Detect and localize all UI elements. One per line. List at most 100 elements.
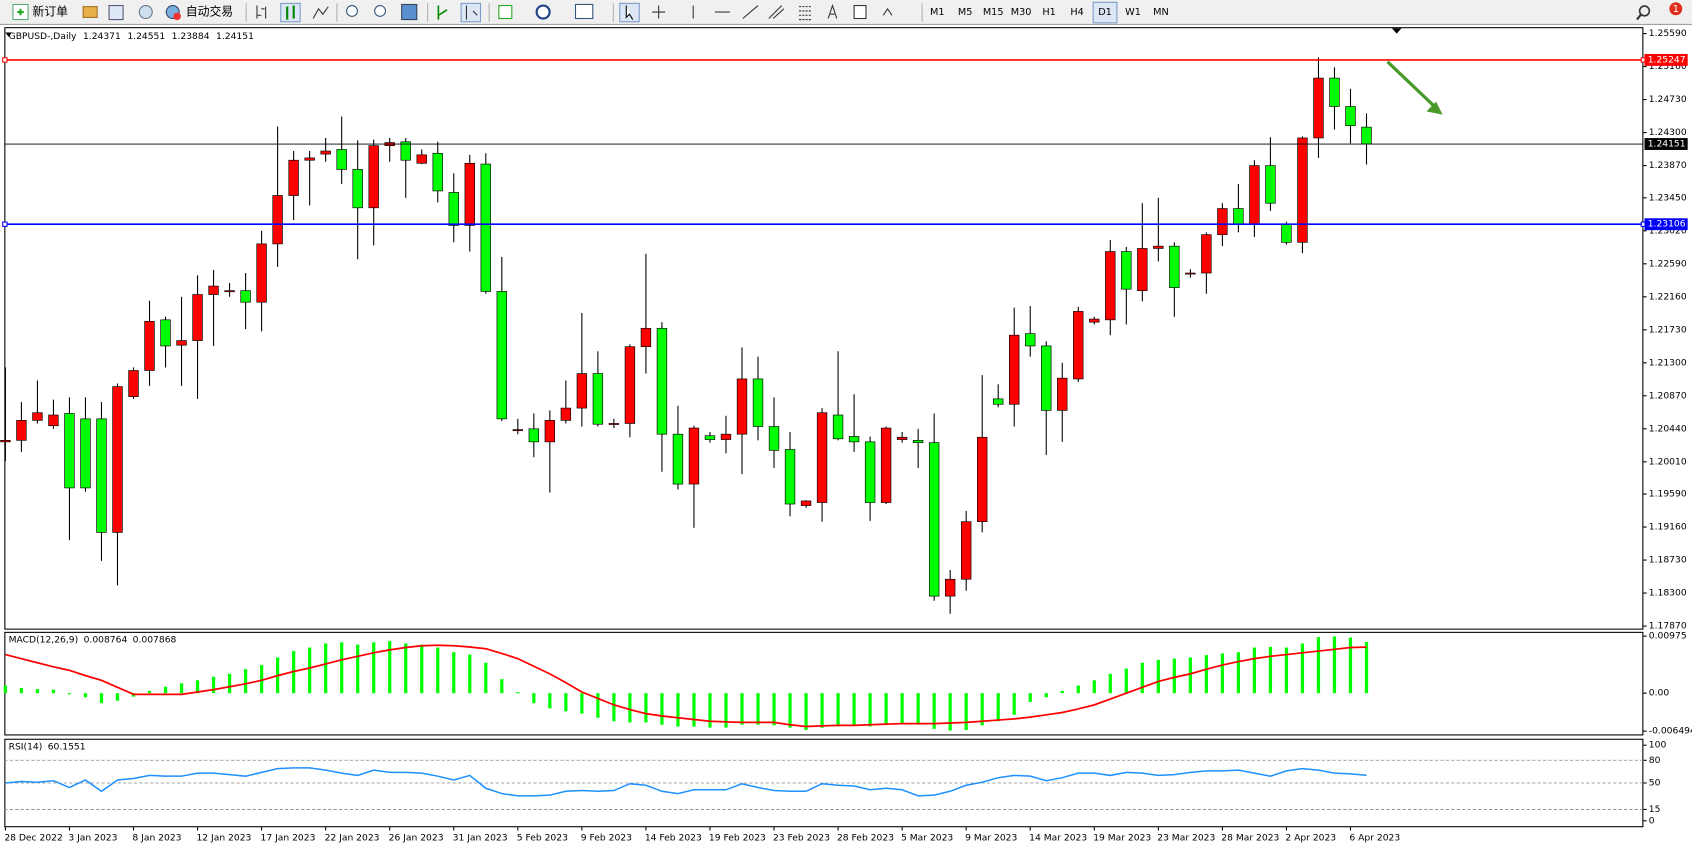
channel-button[interactable] xyxy=(768,5,785,19)
macd-bar xyxy=(1156,659,1160,694)
chart-shift-button[interactable] xyxy=(460,2,482,23)
candle-body xyxy=(1345,106,1356,127)
macd-bar xyxy=(756,693,760,725)
x-tick-label: 2 Apr 2023 xyxy=(1285,833,1336,844)
macd-bar xyxy=(820,693,824,728)
candle-body xyxy=(448,192,459,226)
timeframe-button[interactable]: M5 xyxy=(958,7,973,18)
y-tick-label: 0 xyxy=(1649,815,1655,826)
fibo-button[interactable] xyxy=(799,6,812,21)
y-tick-label: 0.00975 xyxy=(1649,631,1687,642)
candle-body xyxy=(977,436,988,523)
macd-bar xyxy=(1172,658,1176,694)
candle-body xyxy=(464,162,475,226)
crosshair-button[interactable] xyxy=(652,5,666,19)
timeframe-button[interactable]: D1 xyxy=(1098,7,1112,18)
macd-bar xyxy=(772,693,776,726)
notification-badge[interactable] xyxy=(1669,2,1683,16)
macd-bar xyxy=(852,693,856,726)
x-tick-label: 31 Jan 2023 xyxy=(453,833,508,844)
macd-bar xyxy=(1044,693,1048,698)
y-tick-label: 1.17870 xyxy=(1649,621,1687,632)
x-tick-label: 3 Jan 2023 xyxy=(68,833,117,844)
zoom-in-button[interactable] xyxy=(346,5,358,17)
y-tick-label: 1.23870 xyxy=(1649,160,1687,171)
candle-body xyxy=(48,414,59,427)
timeframe-button[interactable]: M15 xyxy=(983,7,1004,18)
candle-body xyxy=(1265,165,1276,204)
toolbar-icon[interactable] xyxy=(82,6,98,18)
candle-body xyxy=(272,195,283,245)
macd-bar xyxy=(1108,673,1112,694)
timeframe-button[interactable]: W1 xyxy=(1125,7,1141,18)
candle-chart-button[interactable] xyxy=(280,2,301,23)
macd-bar xyxy=(227,673,232,694)
y-tick-label: 1.18300 xyxy=(1649,588,1687,599)
text-button[interactable] xyxy=(827,3,838,19)
symbol-title: GBPUSD-,Daily xyxy=(9,30,77,41)
indicators-button[interactable] xyxy=(498,5,513,20)
y-tick-label: 1.20440 xyxy=(1649,423,1687,434)
candle-body xyxy=(240,290,251,303)
timeframe-button[interactable]: H1 xyxy=(1042,7,1055,18)
x-tick-label: 23 Feb 2023 xyxy=(773,833,830,844)
macd-bar xyxy=(324,643,328,694)
toolbar-icon[interactable] xyxy=(108,5,124,21)
line-chart-button[interactable] xyxy=(312,6,329,19)
macd-bar xyxy=(1124,668,1128,694)
macd-bar xyxy=(259,665,264,694)
shapes-button[interactable] xyxy=(882,7,893,16)
macd-bar xyxy=(964,693,968,731)
bar-chart-button[interactable] xyxy=(256,5,267,19)
candle-body xyxy=(544,420,556,443)
macd-bar xyxy=(1220,653,1225,694)
macd-bar xyxy=(1252,647,1257,694)
candle-glyph xyxy=(286,5,295,20)
x-tick-label: 9 Feb 2023 xyxy=(581,833,632,844)
zoom-out-button[interactable] xyxy=(374,5,387,17)
tile-button[interactable] xyxy=(401,3,418,21)
autoscroll-button[interactable] xyxy=(437,5,448,20)
macd-title: MACD(12,26,9) 0.008764 0.007868 xyxy=(9,634,177,645)
candle-body xyxy=(912,440,924,443)
search-button[interactable] xyxy=(1638,5,1651,17)
macd-bar xyxy=(340,642,344,694)
candle-body xyxy=(1361,126,1372,145)
x-tick-label: 28 Mar 2023 xyxy=(1221,833,1279,844)
macd-bar xyxy=(996,693,1000,722)
candle-body xyxy=(80,418,91,489)
macd-bar xyxy=(1092,680,1096,694)
x-tick-label: 28 Dec 2022 xyxy=(4,833,63,844)
templates-button[interactable] xyxy=(574,3,594,20)
macd-bar xyxy=(243,669,248,694)
bid-price-box xyxy=(1644,138,1688,150)
trendline-button[interactable] xyxy=(742,5,759,19)
label-button[interactable] xyxy=(853,5,867,20)
toolbar-icon[interactable] xyxy=(138,5,153,20)
y-tick-label: 1.19160 xyxy=(1649,522,1687,533)
auto-trading-button[interactable]: 自动交易 xyxy=(186,5,233,19)
new-order-button[interactable]: 新订单 xyxy=(32,5,68,19)
macd-bar xyxy=(932,693,936,729)
x-tick-label: 19 Mar 2023 xyxy=(1093,833,1151,844)
candle-body xyxy=(736,378,748,435)
timeframe-button[interactable]: M30 xyxy=(1011,7,1032,18)
cursor-button[interactable] xyxy=(619,2,640,23)
y-tick-label: 50 xyxy=(1649,777,1661,788)
periods-button[interactable] xyxy=(535,4,551,20)
candle-body xyxy=(256,243,267,303)
timeframe-button[interactable]: MN xyxy=(1153,7,1169,18)
candle-body xyxy=(320,150,331,155)
macd-bar xyxy=(99,693,104,704)
candle-body xyxy=(816,412,828,503)
candle-body xyxy=(656,327,668,435)
candle-body xyxy=(16,420,27,441)
candle-body xyxy=(1297,137,1308,243)
macd-bar xyxy=(1268,646,1273,694)
timeframe-button[interactable]: H4 xyxy=(1070,7,1083,18)
candle-body xyxy=(288,159,299,196)
plus-glyph xyxy=(17,8,24,16)
macd-bar xyxy=(51,689,56,694)
timeframe-button[interactable]: M1 xyxy=(930,7,945,18)
